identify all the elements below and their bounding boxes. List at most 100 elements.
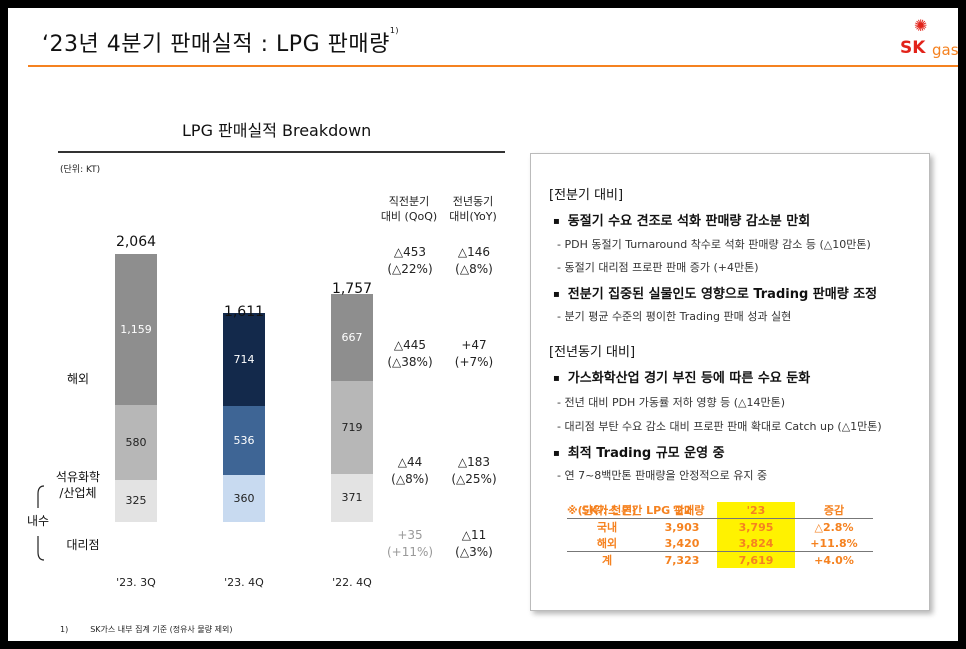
total-label-23-4q: 1,611	[223, 304, 265, 320]
domestic-bracket	[37, 485, 45, 561]
yoy-column-header: 전년동기 대비(YoY)	[440, 194, 506, 224]
qoq-bullet-1: 동절기 수요 견조로 석화 판매량 감소분 만회	[553, 210, 810, 229]
qoq-header-line2: 대비 (QoQ)	[380, 210, 438, 223]
yoy-dealer: △11 (△3%)	[444, 527, 504, 561]
page-title-text: ‘23년 4분기 판매실적 : LPG 판매량	[42, 32, 390, 57]
yoy-overseas-pct: (+7%)	[454, 355, 494, 369]
footnote-text: SK가스 내부 집계 기준 (정유사 물량 제외)	[90, 625, 233, 634]
qoq-overseas-value: △445	[393, 338, 427, 352]
total-label-23-3q: 2,064	[115, 234, 157, 250]
row-label-petchem-line2: /산업체	[59, 486, 97, 500]
table-cell: 3,420	[664, 536, 700, 550]
header-divider	[28, 65, 958, 67]
bar-23-4q-petchem: 536	[223, 405, 265, 476]
annual-sales-table: (단위: 천톤) '22 '23 증감 국내 3,903 3,795 △2.8%…	[567, 502, 873, 568]
slide: ‘23년 4분기 판매실적 : LPG 판매량1) ✺ SK gas LPG 판…	[8, 8, 958, 641]
bar-23-4q: 714 536 360	[223, 313, 265, 522]
table-row: 국내 3,903 3,795 △2.8%	[567, 518, 873, 535]
bar-23-3q: 1,159 580 325	[115, 254, 157, 522]
yoy-overseas: +47 (+7%)	[444, 337, 504, 371]
qoq-dealer: +35 (+11%)	[380, 527, 440, 561]
yoy-header-line1: 전년동기	[452, 195, 494, 208]
sk-gas-logo: ✺ SK gas	[874, 14, 958, 64]
yoy-bullet-1-sub-1: - 전년 대비 PDH 가동률 저하 영향 등 (△14만톤)	[557, 396, 786, 409]
page-title: ‘23년 4분기 판매실적 : LPG 판매량1)	[42, 26, 399, 58]
yoy-petchem-value: △183	[457, 455, 491, 469]
table-cell: +4.0%	[795, 551, 873, 568]
table-cell: 7,619	[717, 551, 795, 568]
yoy-bullet-2-sub-1: - 연 7~8백만톤 판매량을 안정적으로 유지 중	[557, 469, 768, 482]
bar-23-3q-overseas: 1,159	[115, 254, 157, 405]
qoq-overseas: △445 (△38%)	[380, 337, 440, 371]
qoq-total-value: △453	[393, 245, 427, 259]
annual-table-header: 증감	[795, 502, 873, 519]
logo-sk-text: SK	[900, 38, 926, 58]
annual-table-header: '23	[717, 502, 795, 519]
yoy-bullet-1: 가스화학산업 경기 부진 등에 따른 수요 둔화	[553, 367, 810, 386]
bar-22-4q-dealer: 371	[331, 473, 373, 522]
table-cell: 3,795	[717, 518, 795, 535]
yoy-total: △146 (△8%)	[444, 244, 504, 278]
qoq-bullet-1-sub-2: - 동절기 대리점 프로판 판매 증가 (+4만톤)	[557, 261, 759, 274]
table-cell: △2.8%	[814, 520, 854, 534]
qoq-bullet-2-sub-1: - 분기 평균 수준의 평이한 Trading 판매 성과 실현	[557, 310, 792, 323]
commentary-box: [전분기 대비] 동절기 수요 견조로 석화 판매량 감소분 만회 - PDH …	[530, 153, 930, 611]
qoq-total-pct: (△22%)	[387, 262, 433, 276]
row-label-overseas: 해외	[66, 372, 90, 386]
table-row: 해외 3,420 3,824 +11.8%	[567, 535, 873, 552]
chart-title-underline	[58, 151, 505, 153]
yoy-total-value: △146	[457, 245, 491, 259]
annual-table-header: (단위: 천톤)	[567, 502, 647, 519]
logo-gas-text: gas	[932, 41, 958, 59]
annual-table-header: '22	[647, 502, 717, 519]
yoy-overseas-value: +47	[461, 338, 487, 352]
qoq-bullet-1-sub-1: - PDH 동절기 Turnaround 착수로 석화 판매량 감소 등 (△1…	[557, 238, 871, 251]
total-label-22-4q: 1,757	[331, 281, 373, 297]
table-cell: 해외	[596, 537, 618, 550]
x-label-23-4q: '23. 4Q	[224, 576, 264, 589]
bar-23-3q-dealer: 325	[115, 479, 157, 522]
row-label-dealer: 대리점	[66, 538, 100, 552]
qoq-total: △453 (△22%)	[380, 244, 440, 278]
yoy-dealer-pct: (△3%)	[455, 545, 493, 559]
yoy-bullet-1-sub-2: - 대리점 부탄 수요 감소 대비 프로판 판매 확대로 Catch up (△…	[557, 420, 882, 433]
bar-22-4q-petchem: 719	[331, 380, 373, 474]
table-cell: +11.8%	[810, 536, 858, 550]
yoy-section-title: [전년동기 대비]	[549, 345, 636, 360]
qoq-petchem: △44 (△8%)	[380, 454, 440, 488]
footnote: 1) SK가스 내부 집계 기준 (정유사 물량 제외)	[60, 624, 232, 635]
yoy-dealer-value: △11	[461, 528, 487, 542]
annual-table-header-row: (단위: 천톤) '22 '23 증감	[567, 502, 873, 519]
x-label-22-4q: '22. 4Q	[332, 576, 372, 589]
table-row-total: 계 7,323 7,619 +4.0%	[567, 551, 873, 568]
yoy-header-line2: 대비(YoY)	[449, 210, 497, 223]
title-footnote-mark: 1)	[389, 25, 400, 35]
yoy-total-pct: (△8%)	[455, 262, 493, 276]
qoq-overseas-pct: (△38%)	[387, 355, 433, 369]
chart-title: LPG 판매실적 Breakdown	[182, 121, 372, 140]
bar-23-3q-petchem: 580	[115, 404, 157, 480]
qoq-petchem-pct: (△8%)	[391, 472, 429, 486]
yoy-petchem-pct: (△25%)	[451, 472, 497, 486]
qoq-bullet-2: 전분기 집중된 실물인도 영향으로 Trading 판매량 조정	[553, 283, 877, 302]
table-cell: 7,323	[647, 551, 717, 568]
qoq-dealer-value: +35	[397, 528, 423, 542]
qoq-column-header: 직전분기 대비 (QoQ)	[376, 194, 442, 224]
qoq-header-line1: 직전분기	[388, 195, 430, 208]
bar-22-4q: 667 719 371	[331, 294, 373, 522]
footnote-number: 1)	[60, 625, 69, 634]
qoq-petchem-value: △44	[397, 455, 423, 469]
yoy-bullet-2: 최적 Trading 규모 운영 중	[553, 442, 725, 461]
row-label-domestic: 내수	[26, 514, 50, 528]
table-cell: 계	[567, 551, 647, 568]
qoq-dealer-pct: (+11%)	[386, 545, 434, 559]
butterfly-logo-icon: ✺	[914, 16, 928, 35]
qoq-section-title: [전분기 대비]	[549, 188, 624, 203]
bar-22-4q-overseas: 667	[331, 294, 373, 381]
table-cell: 3,824	[717, 535, 795, 552]
chart-unit-label: (단위: KT)	[60, 165, 101, 175]
row-label-petchem-line1: 석유화학	[55, 470, 101, 484]
row-label-petchem: 석유화학 /산업체	[46, 469, 110, 501]
table-cell: 3,903	[664, 520, 700, 534]
bar-23-4q-dealer: 360	[223, 475, 265, 522]
